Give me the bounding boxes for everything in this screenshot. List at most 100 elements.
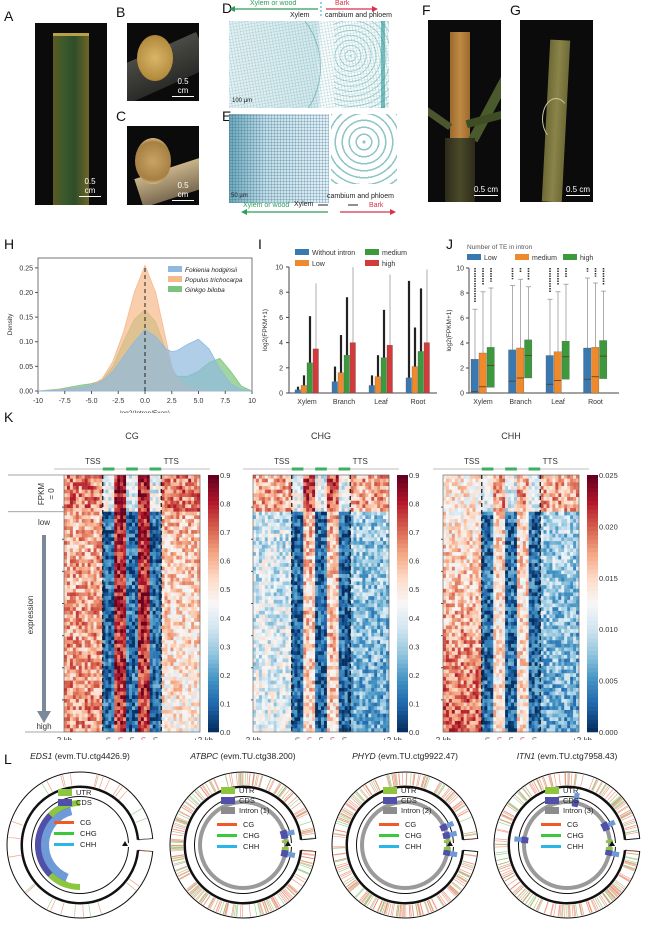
- heatmap-cell: [191, 489, 195, 494]
- heatmap-cell: [96, 724, 100, 729]
- heatmap-cell: [303, 552, 307, 556]
- heatmap-cell: [78, 519, 82, 523]
- heatmap-cell: [306, 563, 310, 567]
- heatmap-cell: [179, 669, 183, 674]
- scale-bar-a: 0.5 cm: [79, 177, 101, 197]
- heatmap-cell: [78, 478, 82, 483]
- heatmap-cell: [140, 552, 145, 556]
- heatmap-cell: [84, 603, 88, 608]
- heatmap-cell: [111, 687, 115, 692]
- heatmap-cell: [191, 610, 195, 615]
- heatmap-cell: [335, 574, 339, 578]
- heatmap-cell: [75, 581, 79, 586]
- heatmap-cell: [126, 515, 130, 520]
- heatmap-cell: [117, 599, 121, 604]
- heatmap-cell: [285, 533, 289, 538]
- heatmap-cell: [75, 713, 79, 718]
- heatmap-cell: [350, 493, 354, 498]
- heatmap-cell: [176, 489, 180, 494]
- heatmap-cell: [126, 629, 130, 634]
- heatmap-cell: [84, 658, 88, 663]
- heatmap-cell: [297, 511, 301, 516]
- heatmap-cell: [105, 537, 109, 542]
- heatmap-cell: [179, 599, 183, 604]
- heatmap-cell: [197, 643, 201, 648]
- heatmap-cell: [78, 636, 82, 641]
- heatmap-cell: [161, 599, 165, 604]
- heatmap-cell: [350, 541, 354, 545]
- heatmap-cell: [182, 478, 186, 483]
- heatmap-cell: [64, 643, 68, 648]
- heatmap-cell: [164, 709, 168, 714]
- heatmap-cell: [111, 511, 115, 516]
- heatmap-cell: [353, 555, 357, 560]
- colorbar-segment: [208, 590, 219, 596]
- panel-label-f: F: [422, 2, 431, 18]
- heatmap-cell: [386, 526, 390, 531]
- heatmap-cell: [185, 577, 189, 582]
- heatmap-cell: [279, 541, 283, 545]
- heatmap-cell: [69, 706, 74, 711]
- heatmap-cell: [123, 713, 127, 718]
- heatmap-cell: [371, 519, 375, 523]
- exon-block: [102, 467, 115, 471]
- heatmap-cell: [149, 724, 153, 729]
- heatmap-cell: [326, 581, 331, 586]
- heatmap-cell: [64, 555, 68, 560]
- heatmap-cell: [93, 585, 97, 590]
- heatmap-cell: [152, 702, 156, 707]
- heatmap-cell: [152, 698, 156, 703]
- heatmap-cell: [323, 522, 328, 527]
- heatmap-cell: [99, 621, 103, 626]
- heatmap-cell: [84, 632, 88, 637]
- heatmap-cell: [294, 522, 298, 527]
- heatmap-cell: [126, 530, 130, 534]
- heatmap-cell: [126, 684, 130, 689]
- heatmap-cell: [344, 522, 348, 527]
- heatmap-cell: [350, 574, 354, 578]
- heatmap-cell: [197, 691, 201, 696]
- heatmap-cell: [132, 610, 136, 615]
- heatmap-cell: [191, 577, 195, 582]
- heatmap-cell: [161, 504, 165, 509]
- heatmap-cell: [132, 709, 136, 714]
- heatmap-cell: [285, 486, 289, 490]
- heatmap-cell: [312, 508, 316, 512]
- heatmap-cell: [64, 695, 68, 700]
- heatmap-cell: [126, 555, 130, 560]
- heatmap-cell: [69, 592, 74, 597]
- heatmap-cell: [350, 585, 354, 590]
- heatmap-cell: [102, 504, 106, 509]
- heatmap-cell: [282, 486, 286, 490]
- heatmap-cell: [374, 533, 378, 538]
- heatmap-cell: [255, 530, 260, 534]
- heatmap-cell: [161, 728, 165, 733]
- photo-cross-section-b: 0.5 cm: [127, 23, 199, 101]
- heatmap-cell: [102, 533, 106, 538]
- heatmap-cell: [197, 720, 201, 725]
- heatmap-cell: [176, 728, 180, 733]
- heatmap-cell: [81, 552, 85, 556]
- heatmap-cell: [188, 662, 192, 667]
- heatmap-cell: [380, 504, 384, 509]
- heatmap-cell: [81, 570, 85, 575]
- heatmap-cell: [99, 552, 103, 556]
- heatmap-cell: [114, 669, 118, 674]
- heatmap-cell: [81, 603, 85, 608]
- heatmap-cell: [161, 636, 165, 641]
- heatmap-cell: [300, 475, 304, 479]
- y-tick-label: 0.00: [19, 389, 33, 396]
- heatmap-cell: [129, 522, 133, 527]
- heatmap-cell: [140, 566, 145, 571]
- heatmap-cell: [164, 673, 168, 678]
- heatmap-cell: [191, 519, 195, 523]
- heatmap-cell: [258, 526, 263, 531]
- heatmap-cell: [87, 618, 91, 623]
- heatmap-cell: [87, 522, 91, 527]
- heatmap-cell: [197, 519, 201, 523]
- heatmap-cell: [161, 493, 165, 498]
- heatmap-cell: [87, 577, 91, 582]
- heatmap-cell: [164, 629, 168, 634]
- heatmap-cell: [132, 552, 136, 556]
- heatmap-cell: [66, 724, 71, 729]
